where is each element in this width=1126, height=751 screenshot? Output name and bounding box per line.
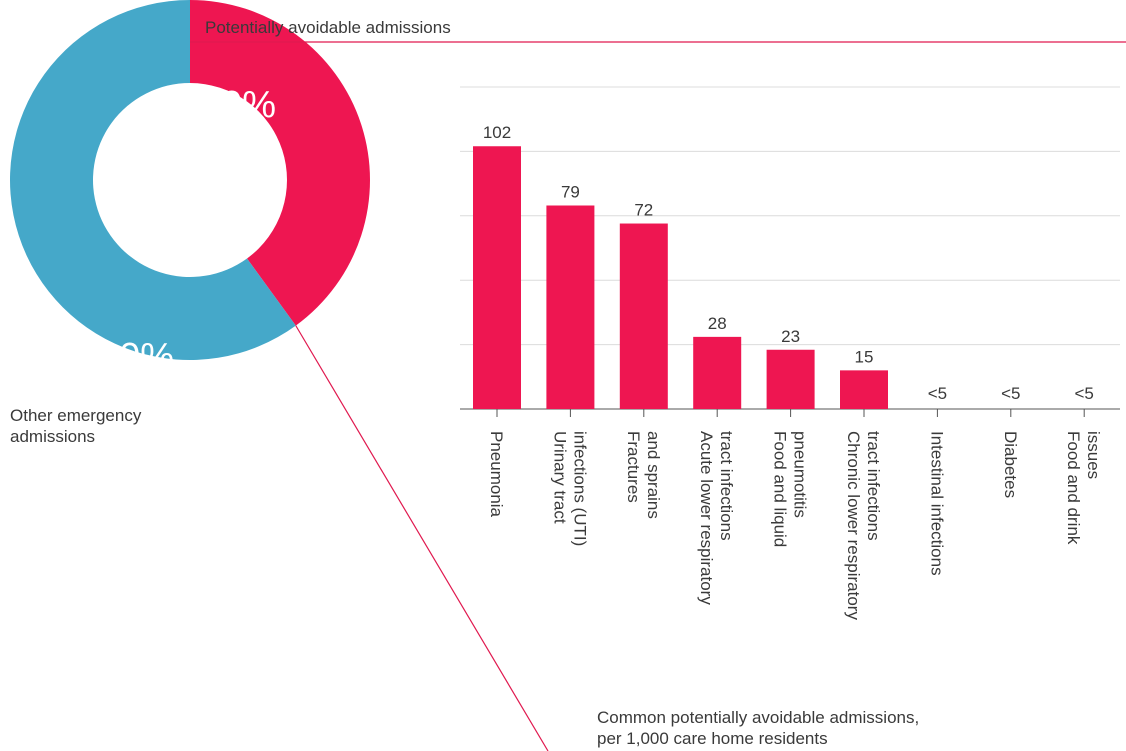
bars: 102 Pneumonia 79 Urinary tractinfections (U… [473,123,1103,620]
bar-value-label: 23 [781,327,800,346]
x-tick-label: Intestinal infections [927,431,946,576]
bar-value-label: 15 [855,347,874,366]
donut-segment-0 [190,0,370,326]
bar [546,205,595,409]
x-tick-label: Food and drinkissues [1064,431,1103,545]
bar-value-label: 72 [634,201,653,220]
bar-value-label: <5 [1001,384,1020,403]
bar-value-label: <5 [1075,384,1094,403]
caption-line1: Common potentially avoidable admissions, [597,708,920,727]
donut-label-avoidable: 40% [200,84,277,126]
x-tick-label-line: tract infections [864,431,883,541]
x-tick-label: Food and liquidpneumotitis [771,431,810,547]
connector-bottom-line [295,325,549,751]
x-tick-label: Chronic lower respiratorytract infection… [844,431,883,620]
x-tick-label-line: tract infections [717,431,736,541]
connector-lines [190,41,1126,751]
x-tick-label-line: pneumotitis [791,431,810,518]
donut-chart [9,0,370,360]
bar [693,336,742,409]
x-tick-label-line: and sprains [644,431,663,519]
x-tick-label: Urinary tractinfections (UTI) [550,431,589,546]
bar [766,349,815,409]
x-tick-label-line: issues [1084,431,1103,479]
x-tick-label-line: Pneumonia [487,431,506,518]
donut-bottom-label-line2: admissions [10,427,96,446]
x-tick-label-line: Urinary tract [550,431,569,524]
donut-segment-1 [9,0,296,360]
bar-value-label: 102 [483,123,511,142]
x-tick-label-line: Intestinal infections [927,431,946,576]
bar [619,223,668,409]
x-tick-label-line: Fractures [624,431,643,503]
x-tick-label-line: Food and liquid [771,431,790,547]
bar [473,146,521,410]
donut-label-other: 60% [98,336,175,378]
x-tick-label: Diabetes [1001,431,1020,498]
caption-line2: per 1,000 care home residents [597,729,828,748]
chart-caption: Common potentially avoidable admissions,… [597,707,919,749]
donut-bottom-label-line1: Other emergency [10,406,142,425]
x-tick-label-line: Acute lower respiratory [697,431,716,605]
x-tick-label-line: Diabetes [1001,431,1020,498]
x-tick-label: Fracturesand sprains [624,431,663,519]
bar-value-label: 79 [561,182,580,201]
x-tick-label: Pneumonia [487,431,506,518]
bar-value-label: <5 [928,384,947,403]
bar-value-label: 28 [708,314,727,333]
bar [840,370,888,409]
x-tick-label: Acute lower respiratorytract infections [697,431,736,605]
x-tick-label-line: Chronic lower respiratory [844,431,863,620]
donut-top-label: Potentially avoidable admissions [205,18,451,37]
x-tick-label-line: Food and drink [1064,431,1083,545]
x-tick-label-line: infections (UTI) [570,431,589,546]
donut-bottom-label: Other emergency admissions [10,405,141,447]
